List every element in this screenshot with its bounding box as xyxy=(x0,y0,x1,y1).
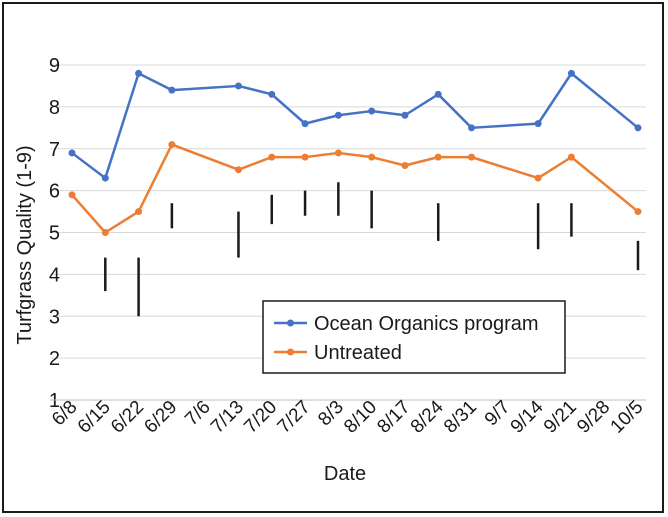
y-tick-label: 6 xyxy=(49,181,60,203)
data-point xyxy=(101,174,109,182)
series-line-2 xyxy=(71,143,639,234)
x-tick-label: 7/13 xyxy=(207,397,248,438)
data-point xyxy=(334,111,342,119)
data-point xyxy=(368,107,376,115)
data-point xyxy=(401,162,409,169)
data-point xyxy=(268,153,276,161)
legend-box xyxy=(262,300,566,374)
y-tick-label: 2 xyxy=(49,348,60,370)
x-tick-label: 6/15 xyxy=(74,397,115,438)
data-point xyxy=(434,153,442,161)
data-point xyxy=(334,149,342,157)
y-tick-label: 4 xyxy=(49,264,60,286)
data-point xyxy=(634,208,642,216)
data-point xyxy=(434,90,442,98)
y-tick-label: 9 xyxy=(49,55,60,77)
x-tick-label: 10/5 xyxy=(607,397,648,438)
series-line-1 xyxy=(71,72,639,180)
x-tick-label: 6/29 xyxy=(140,397,181,438)
data-point xyxy=(168,141,176,149)
data-point xyxy=(567,69,575,77)
data-point xyxy=(634,124,642,132)
data-point xyxy=(101,229,109,236)
data-point xyxy=(268,90,276,98)
data-point xyxy=(534,120,542,128)
data-point xyxy=(301,153,309,161)
data-point xyxy=(468,153,476,161)
data-point xyxy=(468,124,476,132)
x-tick-label: 9/28 xyxy=(573,397,614,438)
x-tick-label: 6/22 xyxy=(107,397,148,438)
chart-frame xyxy=(2,2,664,513)
x-tick-label: 9/21 xyxy=(540,397,581,438)
x-axis-label: Date xyxy=(324,463,366,485)
legend-label: Ocean Organics program xyxy=(314,313,539,335)
legend-label: Untreated xyxy=(314,342,402,364)
data-point xyxy=(234,82,242,90)
data-point xyxy=(68,191,76,199)
y-tick-label: 7 xyxy=(49,139,60,161)
series-lines xyxy=(68,69,642,236)
x-tick-label: 7/27 xyxy=(274,397,315,438)
data-point xyxy=(301,120,309,128)
legend-swatch-marker xyxy=(287,319,294,327)
y-tick-label: 3 xyxy=(49,306,60,328)
data-point xyxy=(168,86,176,94)
y-tick-label: 5 xyxy=(49,223,60,245)
data-point xyxy=(401,111,409,119)
x-tick-label: 8/24 xyxy=(407,396,448,437)
data-point xyxy=(567,153,575,161)
data-point xyxy=(534,174,542,182)
legend: Ocean Organics program Untreated xyxy=(262,300,566,374)
x-tick-label: 8/17 xyxy=(373,397,414,438)
x-axis-ticks: 6/86/156/226/29 7/67/137/207/27 8/38/108/1… xyxy=(48,396,648,437)
y-tick-label: 1 xyxy=(49,390,60,412)
data-point xyxy=(135,208,143,216)
x-tick-label: 9/14 xyxy=(507,396,548,437)
data-point xyxy=(368,153,376,161)
y-axis-ticks: 1 2 3 4 5 6 7 8 9 xyxy=(49,55,60,412)
data-point xyxy=(234,166,242,174)
data-point xyxy=(68,149,76,157)
legend-swatch-marker xyxy=(287,348,294,356)
lsd-bars xyxy=(104,182,640,317)
x-tick-label: 8/10 xyxy=(340,397,381,438)
x-tick-label: 8/31 xyxy=(440,397,481,438)
y-tick-label: 8 xyxy=(49,97,60,119)
x-tick-label: 7/20 xyxy=(240,397,281,438)
y-axis-label: Turfgrass Quality (1-9) xyxy=(14,145,36,344)
data-point xyxy=(135,69,143,77)
